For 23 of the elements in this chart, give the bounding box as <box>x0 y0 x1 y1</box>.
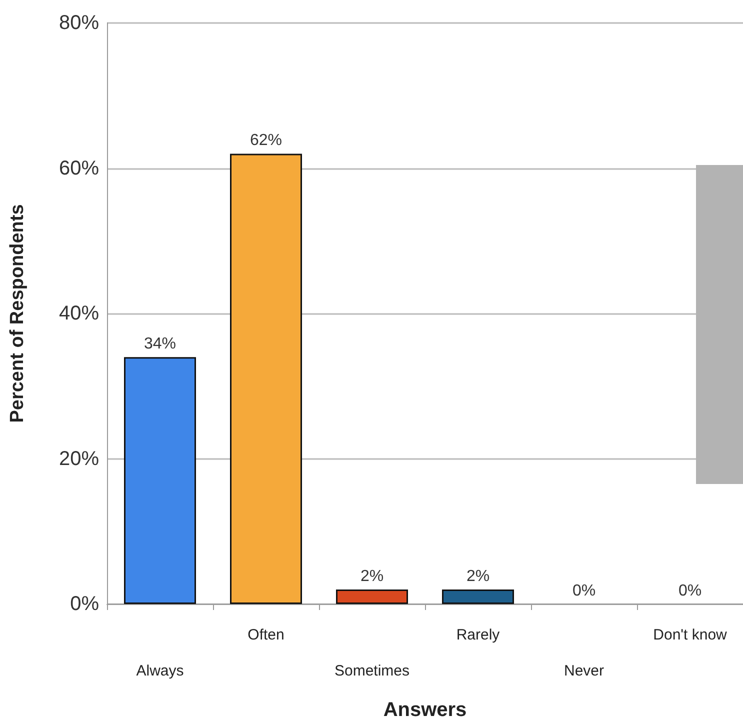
data-label: 0% <box>572 582 596 600</box>
x-tick-label: Rarely <box>456 626 500 644</box>
y-tick-label: 80% <box>58 12 100 34</box>
x-tick-label: Often <box>248 626 284 644</box>
data-label: 2% <box>466 568 490 585</box>
y-tick-label: 0% <box>70 593 100 615</box>
bar <box>124 357 196 604</box>
y-axis-title: Percent of Respondents <box>7 204 28 423</box>
data-label: 0% <box>678 582 702 600</box>
bar <box>230 154 302 604</box>
bar <box>336 589 408 604</box>
x-tick-label: Never <box>564 662 604 680</box>
x-tick-label: Don't know <box>653 626 728 644</box>
y-tick-label: 20% <box>58 448 100 470</box>
data-label: 34% <box>144 336 176 353</box>
x-tick-label: Always <box>136 662 184 680</box>
y-tick-label: 60% <box>58 157 100 180</box>
data-label: 62% <box>250 132 282 150</box>
x-tick-label: Sometimes <box>334 662 410 680</box>
bar <box>442 589 514 604</box>
y-tick-label: 40% <box>58 302 100 324</box>
data-label: 2% <box>360 568 384 585</box>
x-axis-title: Answers <box>383 699 467 721</box>
